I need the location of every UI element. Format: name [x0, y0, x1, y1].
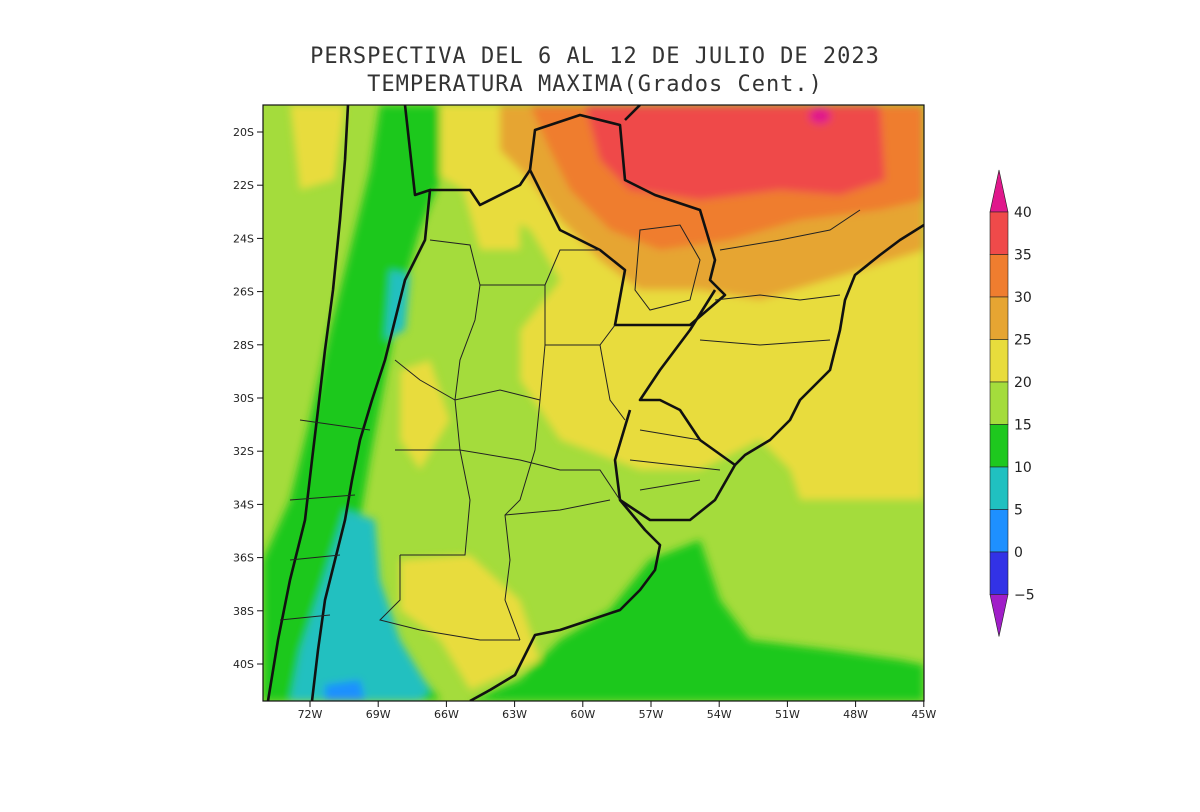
brazil-state-border-2 — [719, 209, 861, 251]
lon-tick-label: 60W — [570, 708, 595, 721]
chile-coast — [266, 105, 350, 701]
map-title-line-1: PERSPECTIVA DEL 6 AL 12 DE JULIO DE 2023 — [310, 44, 880, 69]
colorbar-band — [989, 296, 1009, 340]
colorbar-arrow-bottom — [989, 594, 1009, 637]
lat-tick-label: 38S — [233, 605, 254, 618]
andes-border — [310, 105, 432, 701]
lat-tick-label: 20S — [233, 126, 254, 139]
zone-10-15-andes — [263, 105, 440, 701]
colorbar-label: 5 — [1014, 503, 1023, 519]
uruguay-departments — [629, 429, 721, 491]
brazil-coast — [734, 223, 924, 466]
lat-tick-label: 34S — [233, 498, 254, 511]
uruguay-border — [613, 289, 737, 522]
brazil-state-border-3 — [699, 339, 831, 346]
argentina-coast — [469, 499, 662, 701]
colorbar-label: 40 — [1014, 205, 1032, 221]
brazil-state-border-1 — [714, 294, 841, 301]
colorbar-label: 20 — [1014, 375, 1032, 391]
colorbar-label: 15 — [1014, 418, 1032, 434]
lat-tick-label: 28S — [233, 339, 254, 352]
province-border-4 — [394, 359, 541, 401]
zone-20-25-cuyo — [400, 360, 450, 470]
colorbar-band — [989, 211, 1009, 255]
lon-tick-label: 51W — [775, 708, 800, 721]
colorbar-band — [989, 424, 1009, 468]
zone-10-15-atlantic — [470, 540, 924, 701]
lon-tick-label: 69W — [366, 708, 391, 721]
lat-tick-label: 30S — [233, 392, 254, 405]
zone-35-40 — [585, 105, 885, 200]
paraguay-departments — [634, 224, 701, 311]
lat-tick-label: 40S — [233, 658, 254, 671]
province-border-9 — [544, 249, 600, 286]
brazil-border-north — [624, 105, 641, 121]
map-frame — [262, 104, 925, 702]
country-borders — [266, 105, 924, 701]
zone-20-25-north-chile — [290, 105, 345, 190]
colorbar-band — [989, 551, 1009, 595]
province-borders — [279, 209, 861, 641]
colorbar-band — [989, 509, 1009, 553]
colorbar-label: 0 — [1014, 545, 1023, 561]
zone-5-10-south — [290, 510, 430, 701]
lon-tick-label: 48W — [843, 708, 868, 721]
lon-tick-label: 63W — [502, 708, 527, 721]
bolivia-border — [430, 169, 532, 207]
lat-tick-label: 26S — [233, 286, 254, 299]
lon-tick-label: 66W — [434, 708, 459, 721]
colorbar-label: 10 — [1014, 460, 1032, 476]
latitude-axis: 20S 22S 24S 26S 28S 30S 32S 34S 36S 38S 40S — [233, 126, 263, 671]
lat-tick-label: 22S — [233, 179, 254, 192]
colorbar-label: −5 — [1014, 588, 1035, 604]
longitude-axis: 72W 69W 66W 63W 60W 57W 54W 51W 48W 45W — [298, 701, 936, 721]
map-title-line-2: TEMPERATURA MAXIMA(Grados Cent.) — [367, 72, 823, 97]
colorbar-label: 35 — [1014, 248, 1032, 264]
lon-tick-label: 45W — [911, 708, 936, 721]
zone-above-40 — [809, 108, 831, 124]
colorbar-label: 25 — [1014, 333, 1032, 349]
colorbar-band — [989, 466, 1009, 510]
zone-0-5 — [325, 680, 365, 701]
colorbar-legend: 40 35 30 25 20 15 10 5 0 −5 — [989, 169, 1035, 637]
lat-tick-label: 24S — [233, 232, 254, 245]
temperature-field — [263, 105, 924, 701]
lon-tick-label: 72W — [298, 708, 323, 721]
province-border-7 — [379, 555, 520, 641]
colorbar-label: 30 — [1014, 290, 1032, 306]
colorbar-arrow-top — [989, 169, 1009, 213]
lat-tick-label: 36S — [233, 552, 254, 565]
zone-20-25-south — [400, 555, 540, 690]
province-border-2 — [400, 284, 481, 556]
lon-tick-label: 57W — [639, 708, 664, 721]
paraguay-border — [528, 113, 727, 327]
colorbar-band — [989, 339, 1009, 383]
province-border-3 — [504, 344, 546, 641]
chile-regions — [279, 419, 371, 621]
colorbar-band — [989, 381, 1009, 425]
province-border-8 — [599, 344, 626, 421]
lat-tick-label: 32S — [233, 445, 254, 458]
province-border-6 — [504, 499, 611, 516]
colorbar-band — [989, 254, 1009, 298]
lon-tick-label: 54W — [707, 708, 732, 721]
province-border-5 — [395, 449, 621, 501]
